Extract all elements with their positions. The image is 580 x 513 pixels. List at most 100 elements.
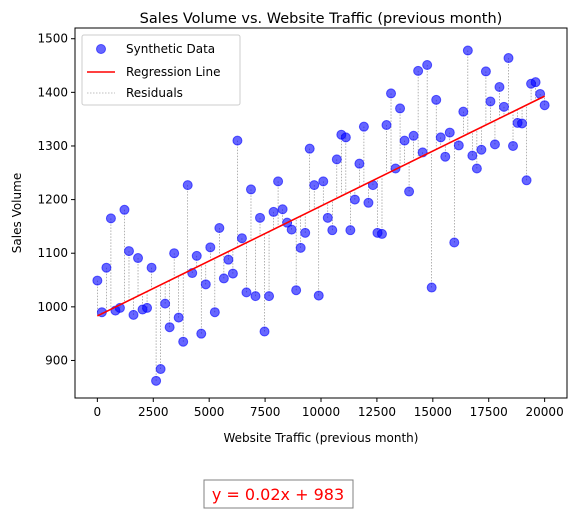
data-point — [173, 312, 184, 323]
data-point — [435, 132, 446, 143]
data-point — [227, 268, 238, 279]
data-point — [164, 322, 175, 333]
data-point — [358, 121, 369, 132]
x-tick-label: 15000 — [414, 405, 452, 419]
data-point — [205, 242, 216, 253]
data-point — [431, 94, 442, 105]
data-point — [151, 375, 162, 386]
data-point — [489, 139, 500, 150]
data-point — [155, 364, 166, 375]
data-point — [245, 184, 256, 195]
y-tick-label: 1500 — [37, 32, 68, 46]
y-axis-title: Sales Volume — [10, 173, 24, 253]
y-tick-label: 1400 — [37, 85, 68, 99]
data-point — [295, 242, 306, 253]
y-tick-label: 1200 — [37, 193, 68, 207]
data-point — [467, 150, 478, 161]
data-point — [449, 237, 460, 248]
chart-title: Sales Volume vs. Website Traffic (previo… — [140, 11, 503, 27]
legend: Synthetic Data Regression Line Residuals — [81, 34, 241, 106]
data-point — [376, 228, 387, 239]
data-point — [291, 285, 302, 296]
data-point — [517, 118, 528, 129]
y-tick-label: 900 — [45, 353, 68, 367]
data-point — [101, 262, 112, 273]
data-point — [453, 140, 464, 151]
data-point — [200, 279, 211, 290]
legend-marker-synthetic-data — [96, 44, 106, 54]
data-point — [92, 275, 103, 286]
data-point — [399, 135, 410, 146]
legend-label-synthetic-data: Synthetic Data — [126, 42, 215, 56]
data-point — [539, 100, 550, 111]
data-point — [494, 81, 505, 92]
legend-box — [81, 34, 241, 106]
data-point — [322, 212, 333, 223]
data-point — [422, 60, 433, 70]
data-point — [508, 140, 519, 151]
data-point — [404, 186, 415, 197]
data-point — [264, 291, 275, 302]
data-point — [178, 336, 189, 347]
data-point — [444, 127, 455, 138]
data-point — [386, 88, 397, 99]
data-point — [408, 130, 419, 141]
data-point — [426, 282, 437, 293]
x-tick-label: 0 — [94, 405, 102, 419]
x-tick-label: 2500 — [138, 405, 169, 419]
legend-label-regression-line: Regression Line — [126, 65, 220, 79]
data-point — [250, 291, 261, 302]
data-point — [196, 328, 207, 339]
data-point — [413, 65, 424, 76]
data-point — [471, 163, 482, 174]
data-point — [309, 180, 320, 191]
data-point — [241, 287, 252, 298]
data-point — [232, 135, 243, 146]
data-point — [255, 212, 266, 223]
data-point — [218, 273, 229, 284]
data-point — [476, 144, 487, 155]
data-point — [214, 223, 225, 234]
y-tick-label: 1300 — [37, 139, 68, 153]
data-point — [286, 224, 297, 235]
data-point — [142, 302, 153, 313]
data-point — [395, 103, 406, 114]
equation-annotation: y = 0.02x + 983 — [203, 479, 354, 509]
data-point — [340, 132, 351, 143]
data-point — [223, 254, 234, 265]
data-point — [123, 246, 134, 257]
y-tick-label: 1000 — [37, 300, 68, 314]
regression-line-group — [97, 95, 545, 317]
x-tick-label: 10000 — [302, 405, 340, 419]
x-axis-title: Website Traffic (previous month) — [224, 431, 419, 445]
data-point — [440, 151, 451, 162]
data-point — [485, 96, 496, 107]
x-tick-label: 5000 — [194, 405, 225, 419]
data-point — [349, 194, 360, 205]
data-point — [345, 225, 356, 236]
data-point — [381, 120, 392, 131]
data-point — [304, 143, 315, 154]
data-point — [521, 175, 532, 186]
data-point — [462, 45, 473, 56]
data-point — [259, 326, 270, 337]
data-point — [182, 180, 193, 191]
x-axis-ticks: 0 2500 5000 7500 10000 12500 15000 17500 20000 — [94, 398, 564, 419]
x-tick-label: 12500 — [358, 405, 396, 419]
data-point — [503, 53, 514, 64]
x-tick-label: 7500 — [250, 405, 281, 419]
x-tick-label: 20000 — [526, 405, 564, 419]
data-point — [191, 250, 202, 261]
data-point — [169, 248, 180, 259]
data-point — [146, 262, 157, 273]
data-point — [363, 197, 374, 208]
data-point — [327, 225, 338, 236]
regression-line — [97, 95, 545, 317]
data-point — [209, 307, 220, 318]
data-point — [354, 158, 365, 169]
data-point — [236, 233, 247, 244]
data-point — [530, 77, 541, 88]
data-point — [318, 176, 329, 187]
data-point — [160, 298, 171, 309]
